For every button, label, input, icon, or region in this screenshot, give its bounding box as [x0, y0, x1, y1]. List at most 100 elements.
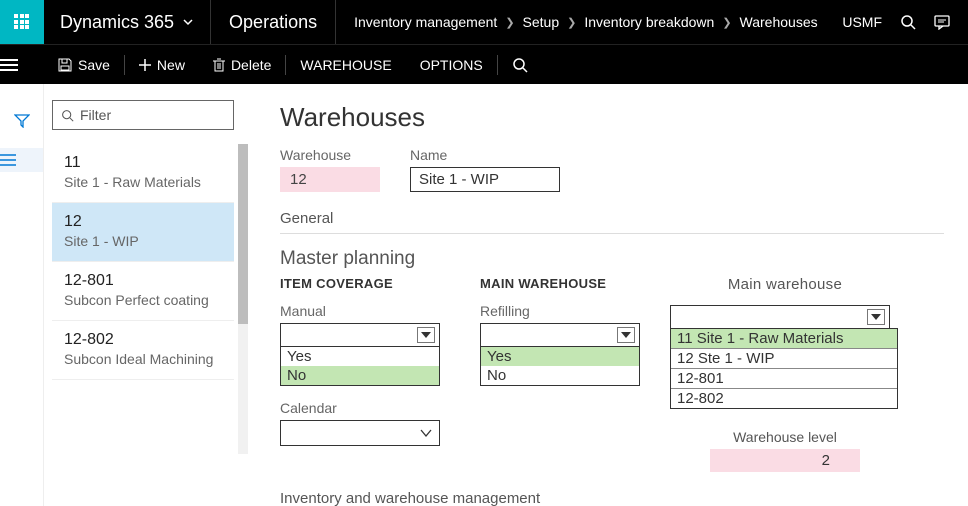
waffle-icon [14, 14, 30, 30]
menu-button[interactable] [0, 58, 44, 72]
save-label: Save [78, 57, 110, 73]
section-general[interactable]: General [280, 210, 944, 234]
main-warehouse-combo[interactable] [670, 305, 890, 329]
mw-option[interactable]: 12 Ste 1 - WIP [671, 349, 897, 369]
module-label[interactable]: Operations [211, 0, 336, 44]
action-bar: Save New Delete WAREHOUSE OPTIONS [0, 44, 968, 84]
dropdown-icon [617, 327, 635, 343]
item-coverage-head: ITEM COVERAGE [280, 276, 480, 291]
list-item[interactable]: 12-801 Subcon Perfect coating [52, 262, 234, 321]
header-fields: Warehouse 12 Name Site 1 - WIP [280, 147, 944, 192]
save-button[interactable]: Save [44, 45, 124, 84]
new-label: New [157, 57, 185, 73]
master-planning-grid: ITEM COVERAGE Manual Yes No Calendar MAI… [280, 276, 944, 472]
main-warehouse-column: MAIN WAREHOUSE Refilling Yes No [480, 276, 670, 472]
chevron-down-icon [417, 425, 435, 441]
breadcrumb: Inventory management ❯ Setup ❯ Inventory… [336, 14, 836, 30]
manual-label: Manual [280, 303, 480, 319]
list-panel: Filter 11 Site 1 - Raw Materials 12 Site… [44, 84, 256, 506]
name-label: Name [410, 147, 560, 163]
list-item[interactable]: 12 Site 1 - WIP [52, 203, 234, 262]
refilling-option-yes[interactable]: Yes [481, 347, 639, 366]
item-coverage-column: ITEM COVERAGE Manual Yes No Calendar [280, 276, 480, 472]
breadcrumb-item[interactable]: Inventory management [354, 14, 497, 30]
list-item[interactable]: 11 Site 1 - Raw Materials [52, 144, 234, 203]
list-item-code: 12-801 [64, 272, 222, 290]
manual-option-yes[interactable]: Yes [281, 347, 439, 366]
list-item-desc: Site 1 - WIP [64, 233, 222, 249]
chevron-down-icon [182, 16, 194, 28]
search-icon [512, 57, 528, 73]
delete-label: Delete [231, 57, 271, 73]
list-item-code: 11 [64, 154, 222, 172]
filter-icon[interactable] [14, 114, 30, 128]
mw-option[interactable]: 11 Site 1 - Raw Materials [671, 329, 897, 349]
warehouse-field: Warehouse 12 [280, 147, 380, 192]
main-warehouse-label: Main warehouse [670, 276, 900, 293]
new-button[interactable]: New [125, 45, 199, 84]
list-item-desc: Site 1 - Raw Materials [64, 174, 222, 190]
manual-options: Yes No [280, 346, 440, 386]
scrollbar-thumb[interactable] [238, 144, 248, 324]
breadcrumb-item[interactable]: Warehouses [740, 14, 818, 30]
trash-icon [213, 58, 225, 72]
brand-label: Dynamics 365 [60, 12, 174, 33]
dropdown-icon [867, 309, 885, 325]
top-nav: Dynamics 365 Operations Inventory manage… [0, 0, 968, 44]
search-icon [61, 109, 74, 122]
mw-option[interactable]: 12-801 [671, 369, 897, 389]
plus-icon [139, 59, 151, 71]
calendar-combo[interactable] [280, 420, 440, 446]
dropdown-icon [417, 327, 435, 343]
list-view-icon[interactable] [0, 148, 43, 172]
brand-dropdown[interactable]: Dynamics 365 [44, 0, 211, 44]
top-right: USMF [842, 14, 968, 30]
feedback-icon[interactable] [934, 14, 950, 30]
company-code[interactable]: USMF [842, 14, 882, 30]
left-rail [0, 84, 44, 506]
breadcrumb-item[interactable]: Setup [523, 14, 560, 30]
refilling-options: Yes No [480, 346, 640, 386]
main-warehouse-select-column: Main warehouse 11 Site 1 - Raw Materials… [670, 276, 900, 472]
main: Filter 11 Site 1 - Raw Materials 12 Site… [0, 84, 968, 506]
manual-combo[interactable] [280, 323, 440, 347]
warehouse-label: Warehouse [280, 147, 380, 163]
warehouse-level-block: Warehouse level 2 [670, 429, 900, 472]
list-item-code: 12-802 [64, 331, 222, 349]
section-inventory-management[interactable]: Inventory and warehouse management [280, 490, 944, 506]
refilling-label: Refilling [480, 303, 670, 319]
warehouse-value[interactable]: 12 [280, 167, 380, 192]
refilling-combo[interactable] [480, 323, 640, 347]
list-item[interactable]: 12-802 Subcon Ideal Machining [52, 321, 234, 380]
name-field: Name Site 1 - WIP [410, 147, 560, 192]
chevron-right-icon: ❯ [567, 16, 576, 29]
save-icon [58, 58, 72, 72]
warehouse-level-label: Warehouse level [670, 429, 900, 445]
content: Warehouses Warehouse 12 Name Site 1 - WI… [256, 84, 968, 506]
list-item-desc: Subcon Ideal Machining [64, 351, 222, 367]
tab-warehouse[interactable]: WAREHOUSE [286, 57, 405, 73]
filter-placeholder: Filter [80, 107, 111, 123]
list-item-desc: Subcon Perfect coating [64, 292, 222, 308]
filter-input[interactable]: Filter [52, 100, 234, 130]
warehouse-list: 11 Site 1 - Raw Materials 12 Site 1 - WI… [52, 144, 234, 380]
main-warehouse-options: 11 Site 1 - Raw Materials 12 Ste 1 - WIP… [670, 328, 898, 409]
warehouse-level-value[interactable]: 2 [710, 449, 860, 472]
page-title: Warehouses [280, 102, 944, 133]
refilling-option-no[interactable]: No [481, 366, 639, 385]
list-item-code: 12 [64, 213, 222, 231]
chevron-right-icon: ❯ [505, 16, 514, 29]
section-master-planning: Master planning [280, 248, 944, 270]
main-warehouse-head: MAIN WAREHOUSE [480, 276, 670, 291]
calendar-label: Calendar [280, 400, 480, 416]
tab-options[interactable]: OPTIONS [406, 57, 497, 73]
breadcrumb-item[interactable]: Inventory breakdown [584, 14, 714, 30]
action-search-button[interactable] [498, 57, 542, 73]
search-icon[interactable] [900, 14, 916, 30]
delete-button[interactable]: Delete [199, 45, 285, 84]
app-launcher-button[interactable] [0, 0, 44, 44]
manual-option-no[interactable]: No [281, 366, 439, 385]
name-input[interactable]: Site 1 - WIP [410, 167, 560, 192]
chevron-right-icon: ❯ [722, 16, 731, 29]
mw-option[interactable]: 12-802 [671, 389, 897, 408]
